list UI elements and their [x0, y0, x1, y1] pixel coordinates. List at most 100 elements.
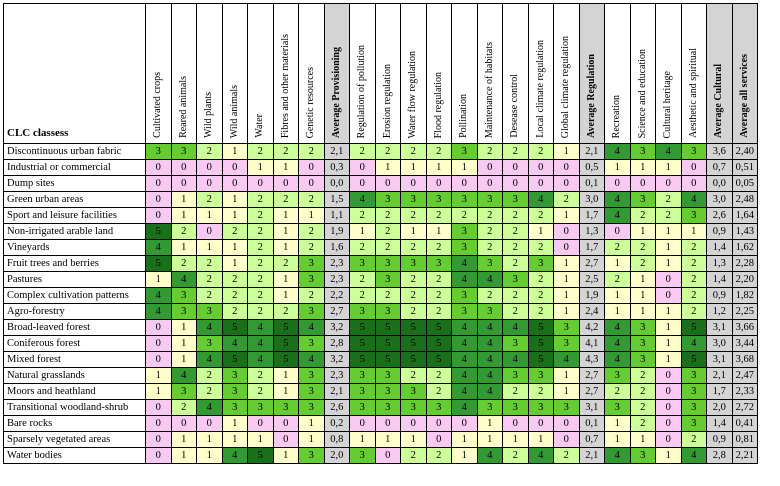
- score-cell: 1: [221, 415, 248, 432]
- score-cell: 1: [680, 223, 707, 240]
- score-cell: 1: [221, 255, 248, 272]
- score-cell: 4: [476, 351, 503, 368]
- score-cell: 1: [655, 335, 682, 352]
- row-label: Fruit trees and berries: [3, 255, 146, 272]
- score-cell: 2: [502, 287, 529, 304]
- row-label: Green urban areas: [3, 191, 146, 208]
- score-cell: 0: [553, 415, 580, 432]
- score-cell: 4: [527, 447, 554, 464]
- score-cell: 0: [629, 175, 656, 192]
- score-cell: 3: [451, 303, 478, 320]
- score-cell: 5: [425, 351, 452, 368]
- score-cell: 3: [349, 447, 376, 464]
- score-cell: 0: [655, 431, 682, 448]
- score-cell: 3: [629, 335, 656, 352]
- score-cell: 0: [553, 175, 580, 192]
- average-cell: 0,05: [731, 175, 758, 192]
- score-cell: 2: [349, 239, 376, 256]
- score-cell: 1: [629, 287, 656, 304]
- score-cell: 2: [349, 207, 376, 224]
- average-cell: 0,9: [706, 223, 733, 240]
- score-cell: 0: [221, 159, 248, 176]
- score-cell: 0: [451, 415, 478, 432]
- average-cell: 2,8: [323, 335, 350, 352]
- average-cell: 1,62: [731, 239, 758, 256]
- score-cell: 3: [553, 399, 580, 416]
- score-cell: 0: [476, 159, 503, 176]
- average-cell: 1,64: [731, 207, 758, 224]
- score-cell: 0: [400, 415, 427, 432]
- score-cell: 3: [374, 271, 401, 288]
- score-cell: 5: [425, 335, 452, 352]
- score-cell: 2: [502, 143, 529, 160]
- score-cell: 2: [680, 303, 707, 320]
- score-cell: 2: [170, 399, 197, 416]
- score-cell: 3: [272, 399, 299, 416]
- score-cell: 1: [221, 207, 248, 224]
- score-cell: 2: [604, 383, 631, 400]
- score-cell: 3: [425, 399, 452, 416]
- row-label: Bare rocks: [3, 415, 146, 432]
- score-cell: 3: [502, 335, 529, 352]
- score-cell: 0: [655, 399, 682, 416]
- score-cell: 3: [553, 335, 580, 352]
- score-cell: 2: [247, 207, 274, 224]
- score-cell: 2: [527, 207, 554, 224]
- average-cell: 1,3: [578, 223, 605, 240]
- table-row: Green urban areas 0 1 2 1 2 2 2 1,5 4 3 3 3 3 3 3 4 2 3,0 4…: [3, 191, 758, 208]
- score-cell: 3: [400, 255, 427, 272]
- score-cell: 5: [221, 351, 248, 368]
- column-header: Wild plants: [196, 3, 223, 144]
- average-cell: 2,47: [731, 367, 758, 384]
- score-cell: 4: [451, 351, 478, 368]
- row-label: Broad-leaved forest: [3, 319, 146, 336]
- score-cell: 2: [680, 431, 707, 448]
- score-cell: 4: [170, 271, 197, 288]
- average-cell: 1,43: [731, 223, 758, 240]
- score-cell: 3: [196, 303, 223, 320]
- score-cell: 2: [629, 415, 656, 432]
- average-cell: 0,7: [706, 159, 733, 176]
- score-cell: 3: [680, 143, 707, 160]
- score-cell: 2: [553, 191, 580, 208]
- score-cell: 2: [527, 287, 554, 304]
- score-cell: 2: [221, 271, 248, 288]
- score-cell: 2: [680, 287, 707, 304]
- score-cell: 2: [425, 207, 452, 224]
- score-cell: 3: [451, 143, 478, 160]
- column-header: Desease control: [502, 3, 529, 144]
- score-cell: 2: [425, 239, 452, 256]
- score-cell: 5: [272, 335, 299, 352]
- average-cell: 2,8: [706, 447, 733, 464]
- average-cell: 2,28: [731, 255, 758, 272]
- score-cell: 3: [349, 383, 376, 400]
- score-cell: 0: [680, 159, 707, 176]
- average-cell: 2,1: [578, 447, 605, 464]
- score-cell: 3: [680, 207, 707, 224]
- score-cell: 2: [247, 383, 274, 400]
- score-cell: 0: [374, 175, 401, 192]
- score-cell: 3: [374, 399, 401, 416]
- table-row: Mixed forest 0 1 4 5 4 5 4 3,2 5 5 5 5 4 4 4 5 4 4,3 4 3 1 5 3,…: [3, 351, 758, 368]
- score-cell: 1: [170, 239, 197, 256]
- score-cell: 3: [476, 303, 503, 320]
- score-cell: 4: [553, 351, 580, 368]
- score-cell: 2: [247, 271, 274, 288]
- score-cell: 5: [527, 351, 554, 368]
- score-cell: 3: [451, 191, 478, 208]
- score-cell: 1: [272, 239, 299, 256]
- score-cell: 0: [145, 415, 172, 432]
- score-cell: 1: [655, 351, 682, 368]
- score-cell: 1: [221, 431, 248, 448]
- score-cell: 3: [374, 367, 401, 384]
- table-row: Bare rocks 0 0 0 1 0 0 1 0,2 0 0 0 0 0 1 0 0 0 0,1 1 2 0 3 1,4 0…: [3, 415, 758, 432]
- score-cell: 2: [400, 271, 427, 288]
- score-cell: 5: [374, 351, 401, 368]
- average-cell: 0,5: [578, 159, 605, 176]
- score-cell: 3: [145, 143, 172, 160]
- column-header: Water flow regulation: [400, 3, 427, 144]
- score-cell: 1: [553, 271, 580, 288]
- average-cell: 2,40: [731, 143, 758, 160]
- score-cell: 2: [553, 447, 580, 464]
- average-cell: 3,68: [731, 351, 758, 368]
